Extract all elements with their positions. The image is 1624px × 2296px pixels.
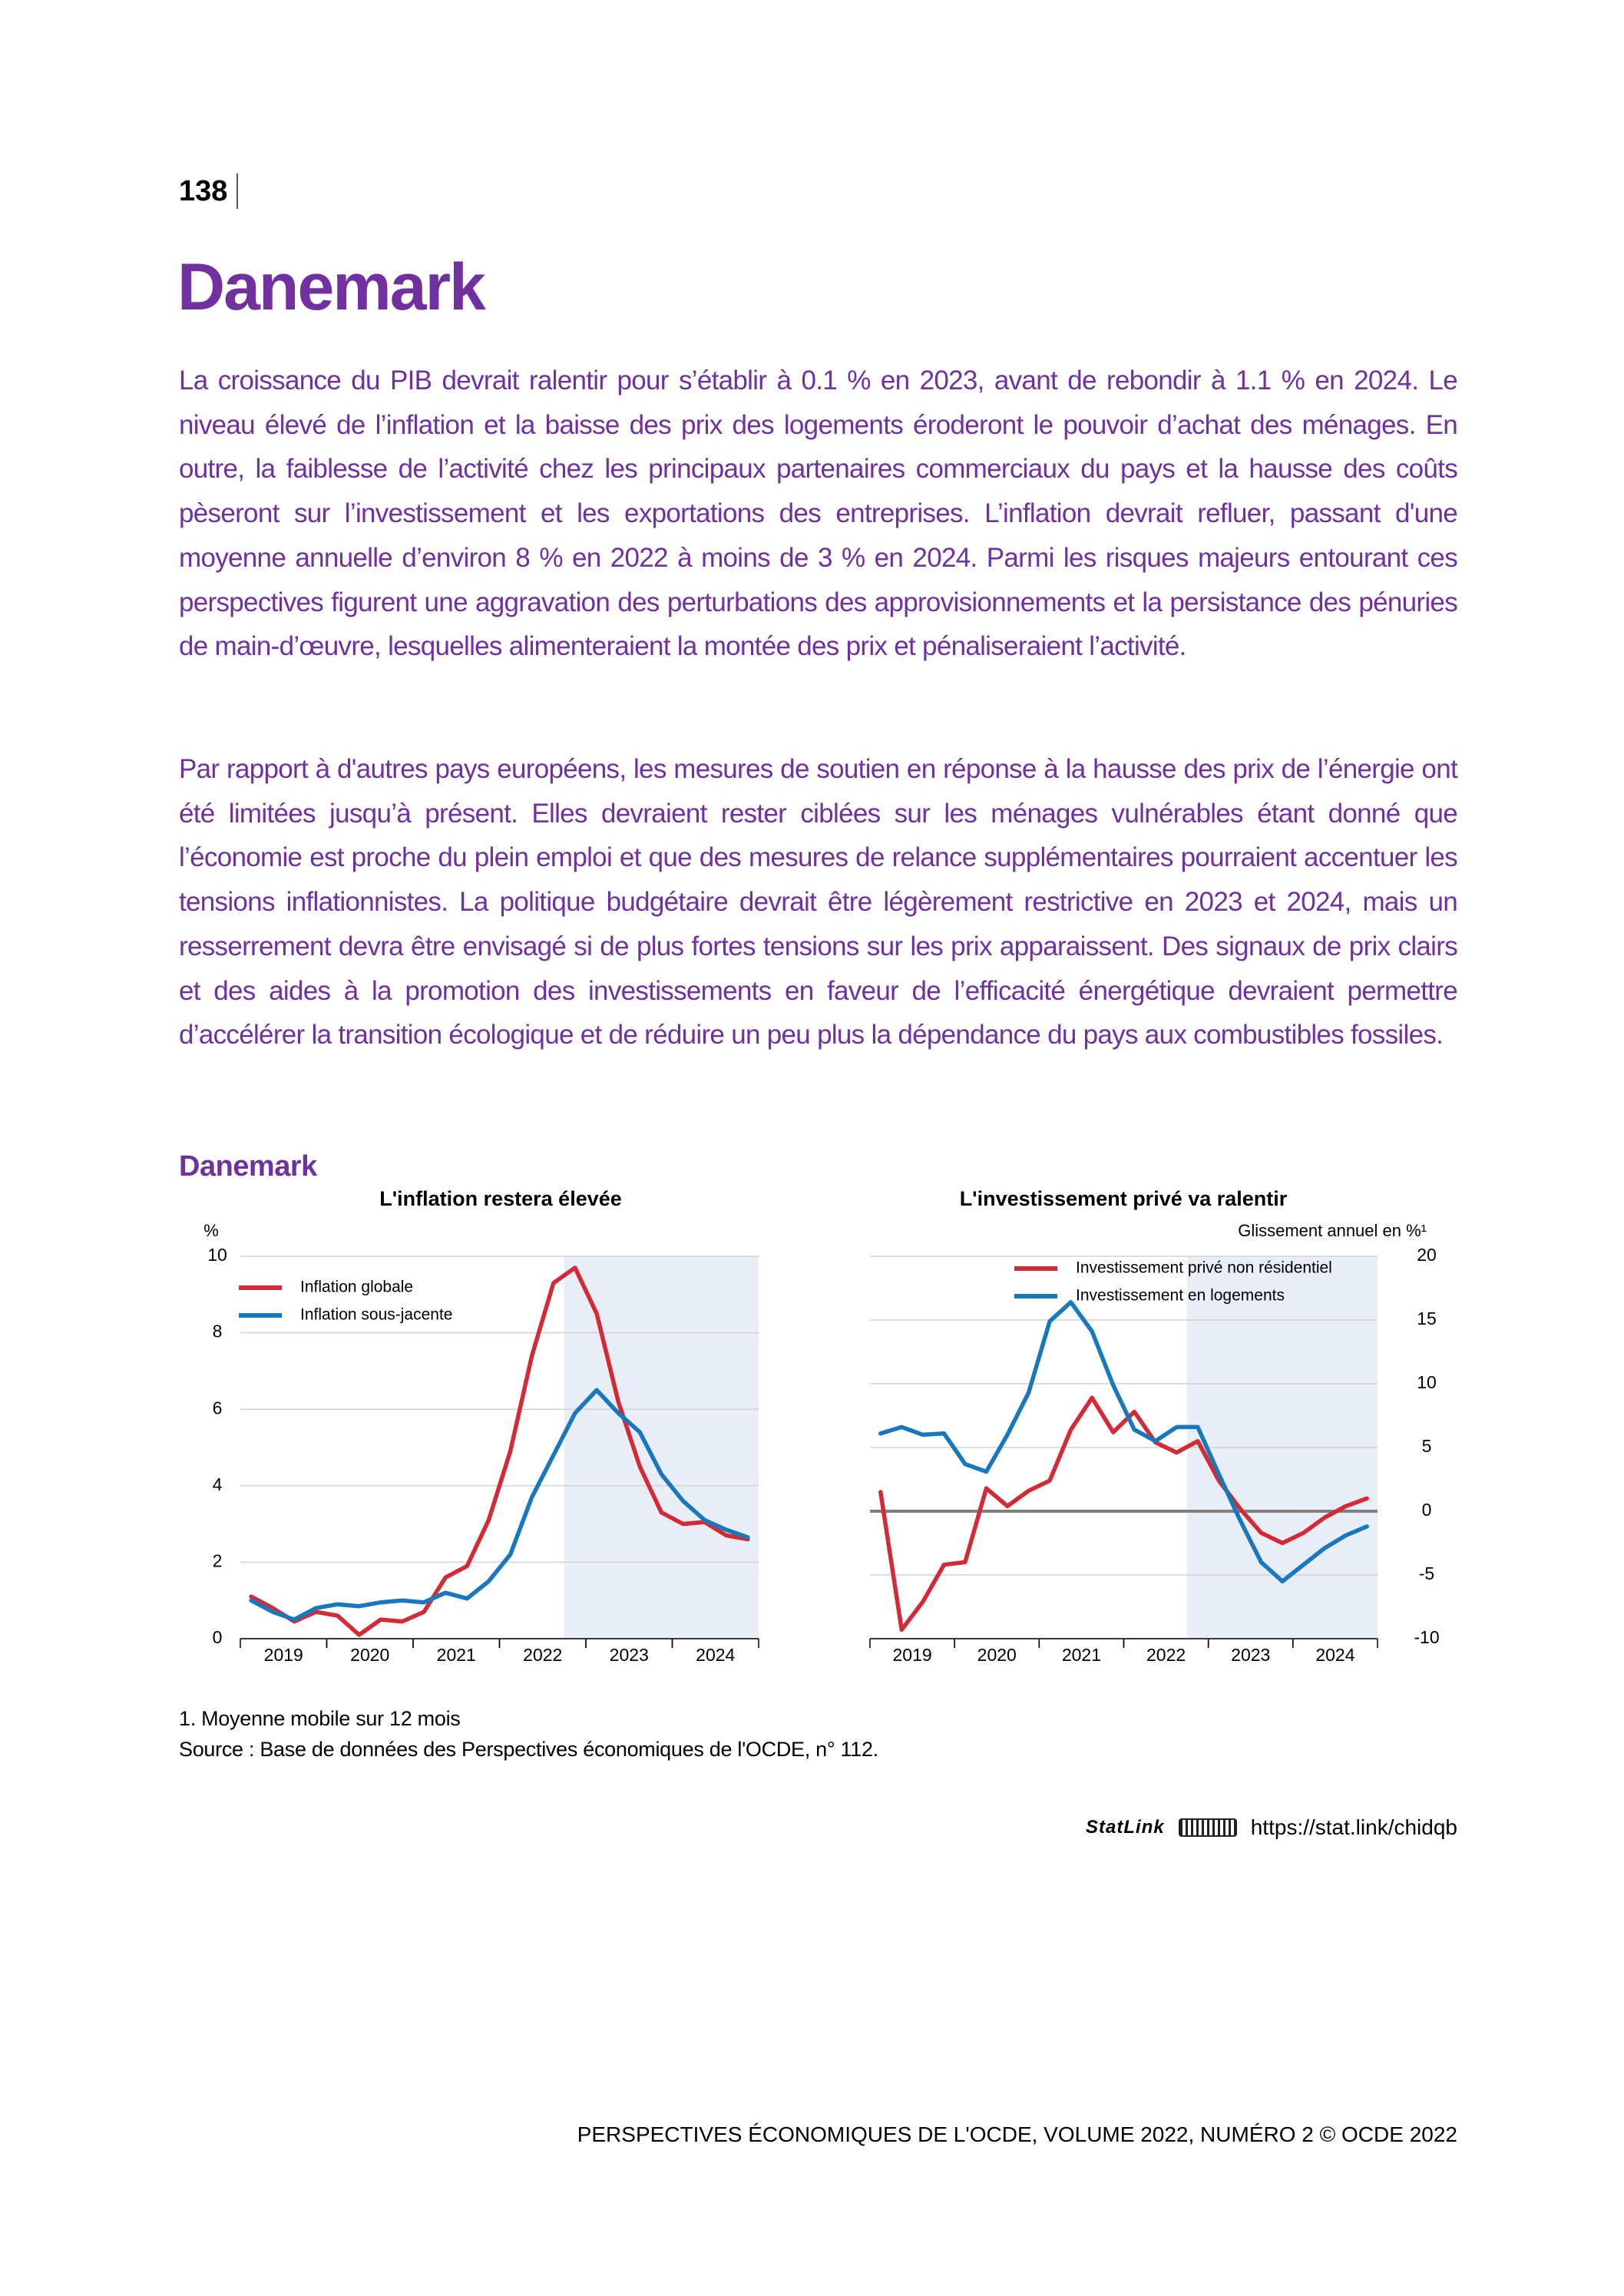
x-tick-label: 2021 — [1062, 1645, 1101, 1665]
legend-label: Investissement en logements — [1076, 1287, 1285, 1305]
footnote: 1. Moyenne mobile sur 12 mois — [179, 1707, 461, 1730]
y-tick-label: 15 — [1417, 1308, 1437, 1328]
x-tick-label: 2019 — [892, 1645, 931, 1665]
y-tick-label: 8 — [213, 1322, 223, 1342]
x-tick-label: 2021 — [437, 1645, 476, 1665]
footer: PERSPECTIVES ÉCONOMIQUES DE L'OCDE, VOLU… — [577, 2122, 1457, 2146]
statlink-icon — [1178, 1818, 1237, 1837]
y-tick-label: 2 — [213, 1550, 223, 1570]
paragraph: Par rapport à d'autres pays européens, l… — [179, 754, 1458, 1050]
x-tick-label: 2024 — [1315, 1645, 1354, 1665]
series-line — [878, 1300, 1369, 1584]
y-tick-label: 20 — [1417, 1245, 1437, 1265]
y-tick-label: 4 — [213, 1474, 223, 1494]
statlink: StatLink https://stat.link/chidqb — [1086, 1814, 1457, 1841]
x-tick-label: 2019 — [264, 1645, 303, 1665]
y-axis-label: % — [203, 1221, 219, 1240]
x-tick-label: 2022 — [1146, 1645, 1186, 1665]
source-note: Source : Base de données des Perspective… — [179, 1738, 878, 1761]
page-number: 138 — [179, 174, 239, 209]
y-tick-label: -10 — [1414, 1627, 1439, 1647]
x-tick-label: 2023 — [1231, 1645, 1270, 1665]
projection-shading — [564, 1256, 759, 1639]
legend-label: Inflation globale — [300, 1279, 413, 1296]
series-line — [249, 1388, 750, 1622]
y-tick-label: 0 — [1422, 1500, 1432, 1520]
page-title: Danemark — [177, 250, 486, 324]
series-line — [878, 1395, 1369, 1633]
legend-label: Inflation sous-jacente — [300, 1306, 452, 1324]
legend-label: Investissement privé non résidentiel — [1076, 1259, 1332, 1277]
y-tick-label: -5 — [1419, 1563, 1434, 1583]
y-tick-label: 5 — [1422, 1436, 1432, 1456]
y-tick-label: 10 — [1417, 1372, 1437, 1392]
statlink-label: StatLink — [1086, 1817, 1165, 1838]
x-tick-label: 2022 — [523, 1645, 562, 1665]
x-tick-label: 2024 — [696, 1645, 735, 1665]
chart-title: L'investissement privé va ralentir — [960, 1187, 1288, 1210]
y-tick-label: 0 — [213, 1627, 223, 1647]
y-tick-label: 6 — [213, 1398, 223, 1418]
x-tick-label: 2020 — [350, 1645, 389, 1665]
y-tick-label: 10 — [207, 1245, 227, 1265]
paragraph: La croissance du PIB devrait ralentir po… — [179, 366, 1458, 662]
series-line — [249, 1265, 750, 1637]
x-tick-label: 2023 — [610, 1645, 649, 1665]
x-tick-label: 2020 — [977, 1645, 1017, 1665]
chart-title: L'inflation restera élevée — [379, 1187, 622, 1210]
statlink-url[interactable]: https://stat.link/chidqb — [1250, 1815, 1457, 1839]
figure-title: Danemark — [179, 1150, 317, 1183]
y-axis-label: Glissement annuel en %¹ — [1238, 1221, 1427, 1240]
